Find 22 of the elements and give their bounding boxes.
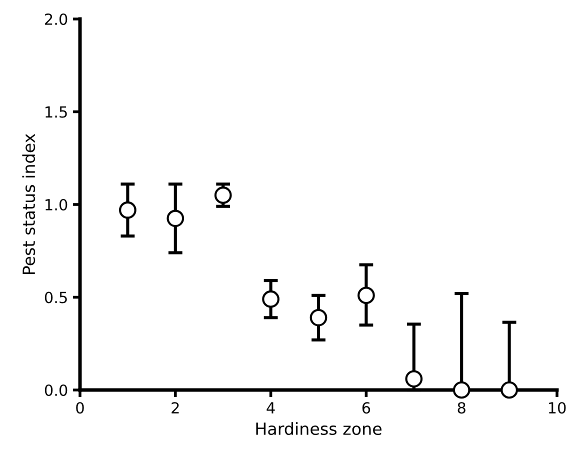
point	[214, 186, 232, 204]
x-tick-label: 6	[362, 402, 370, 414]
point	[310, 308, 328, 326]
point	[119, 201, 136, 219]
y-tick-label: 1.5	[46, 106, 67, 118]
x-tick-label: 4	[266, 402, 275, 414]
x-tick-label: 2	[172, 402, 179, 414]
y-tick-label: 2.0	[45, 13, 68, 26]
point	[358, 286, 375, 304]
x-tick-label: 10	[548, 402, 566, 414]
point	[452, 381, 470, 399]
y-axis-title: Pest status index	[22, 134, 36, 274]
point	[166, 210, 184, 228]
x-tick-label: 0	[76, 402, 84, 414]
y-tick-label: 0.5	[44, 292, 67, 304]
point	[500, 381, 518, 399]
point	[262, 290, 280, 308]
y-tick-label: 1.0	[46, 198, 68, 211]
x-tick-label: 8	[458, 402, 466, 414]
y-tick-label: 0.0	[44, 384, 68, 396]
x-axis-title: Hardiness zone	[256, 422, 382, 436]
point	[405, 370, 423, 388]
